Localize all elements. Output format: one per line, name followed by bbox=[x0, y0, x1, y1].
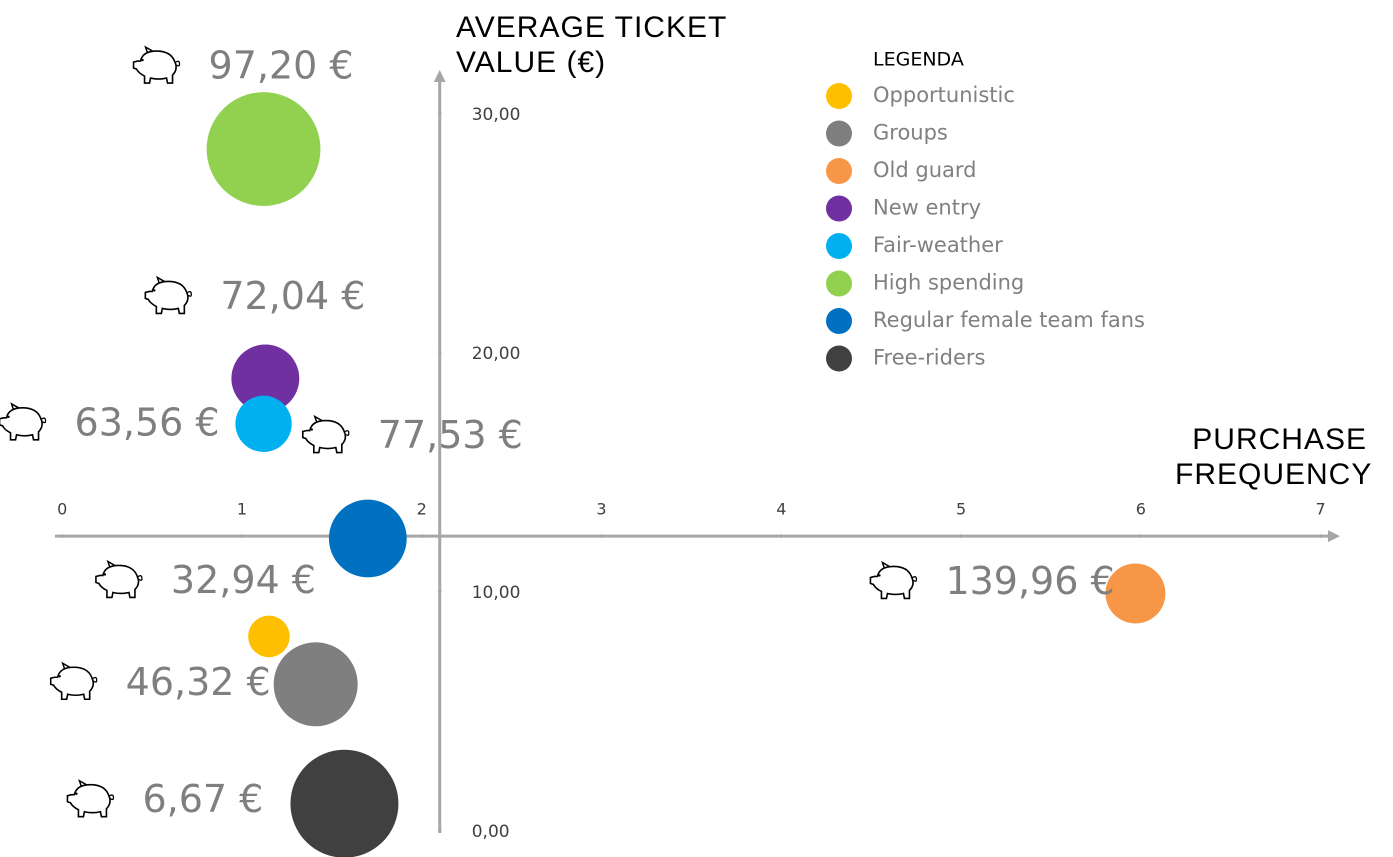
bubble bbox=[1105, 563, 1166, 624]
x-tick-label: 0 bbox=[57, 500, 67, 519]
y-tick-label: 20,00 bbox=[472, 344, 521, 364]
spend-label: 72,04 € bbox=[220, 274, 365, 318]
piggy-bank-icon bbox=[0, 403, 47, 441]
legend-label: New entry bbox=[873, 196, 981, 220]
legend-swatch bbox=[826, 120, 852, 147]
legend-label: Fair-weather bbox=[873, 233, 1003, 257]
x-tick-label: 1 bbox=[237, 500, 247, 519]
legend-label: Groups bbox=[873, 121, 948, 145]
legend-label: Regular female team fans bbox=[873, 308, 1145, 332]
legend-swatch bbox=[826, 308, 852, 334]
bubble bbox=[328, 499, 407, 578]
x-tick-label: 6 bbox=[1136, 500, 1146, 519]
bubble bbox=[273, 642, 358, 727]
bubble bbox=[235, 395, 292, 452]
y-tick-label: 30,00 bbox=[472, 105, 521, 125]
piggy-bank-icon bbox=[132, 46, 181, 84]
legend-title: LEGENDA bbox=[873, 49, 964, 71]
legend-swatch bbox=[826, 158, 852, 184]
spend-label: 63,56 € bbox=[75, 400, 220, 444]
x-tick-label: 4 bbox=[776, 500, 786, 519]
spend-label: 139,96 € bbox=[945, 559, 1114, 603]
legend-swatch bbox=[826, 195, 852, 222]
spend-label: 32,94 € bbox=[171, 558, 316, 602]
bubble bbox=[248, 615, 290, 658]
x-tick-label: 5 bbox=[956, 500, 966, 519]
legend-label: High spending bbox=[873, 271, 1024, 295]
bubble bbox=[290, 749, 399, 857]
legend-swatch bbox=[826, 345, 852, 372]
legend-swatch bbox=[826, 83, 852, 109]
y-axis-title: AVERAGE TICKET VALUE (€) bbox=[456, 11, 727, 79]
x-axis-title: PURCHASE FREQUENCY bbox=[1175, 423, 1373, 491]
piggy-bank-icon bbox=[66, 779, 115, 818]
piggy-bank-icon bbox=[869, 561, 918, 600]
legend-label: Opportunistic bbox=[873, 83, 1015, 107]
spend-label: 6,67 € bbox=[142, 777, 263, 821]
x-tick-label: 3 bbox=[596, 500, 606, 519]
x-tick-label: 2 bbox=[417, 500, 427, 519]
piggy-bank-icon bbox=[144, 276, 193, 315]
y-tick-label: 0,00 bbox=[472, 822, 510, 842]
piggy-bank-icon bbox=[95, 560, 143, 599]
bubble bbox=[231, 344, 300, 413]
spend-label: 77,53 € bbox=[378, 413, 523, 457]
piggy-bank-icon bbox=[49, 662, 98, 701]
x-axis-arrow bbox=[1328, 530, 1340, 543]
spend-label: 97,20 € bbox=[209, 44, 354, 88]
legend-label: Old guard bbox=[873, 158, 976, 182]
bubble bbox=[206, 92, 321, 206]
spend-label: 46,32 € bbox=[126, 660, 271, 704]
piggy-bank-icon bbox=[302, 415, 350, 454]
y-tick-label: 10,00 bbox=[472, 583, 521, 603]
legend-swatch bbox=[826, 233, 852, 259]
legend-label: Free-riders bbox=[873, 346, 985, 370]
legend-swatch bbox=[826, 270, 852, 297]
y-axis-arrow bbox=[433, 70, 446, 82]
x-tick-label: 7 bbox=[1316, 500, 1326, 519]
